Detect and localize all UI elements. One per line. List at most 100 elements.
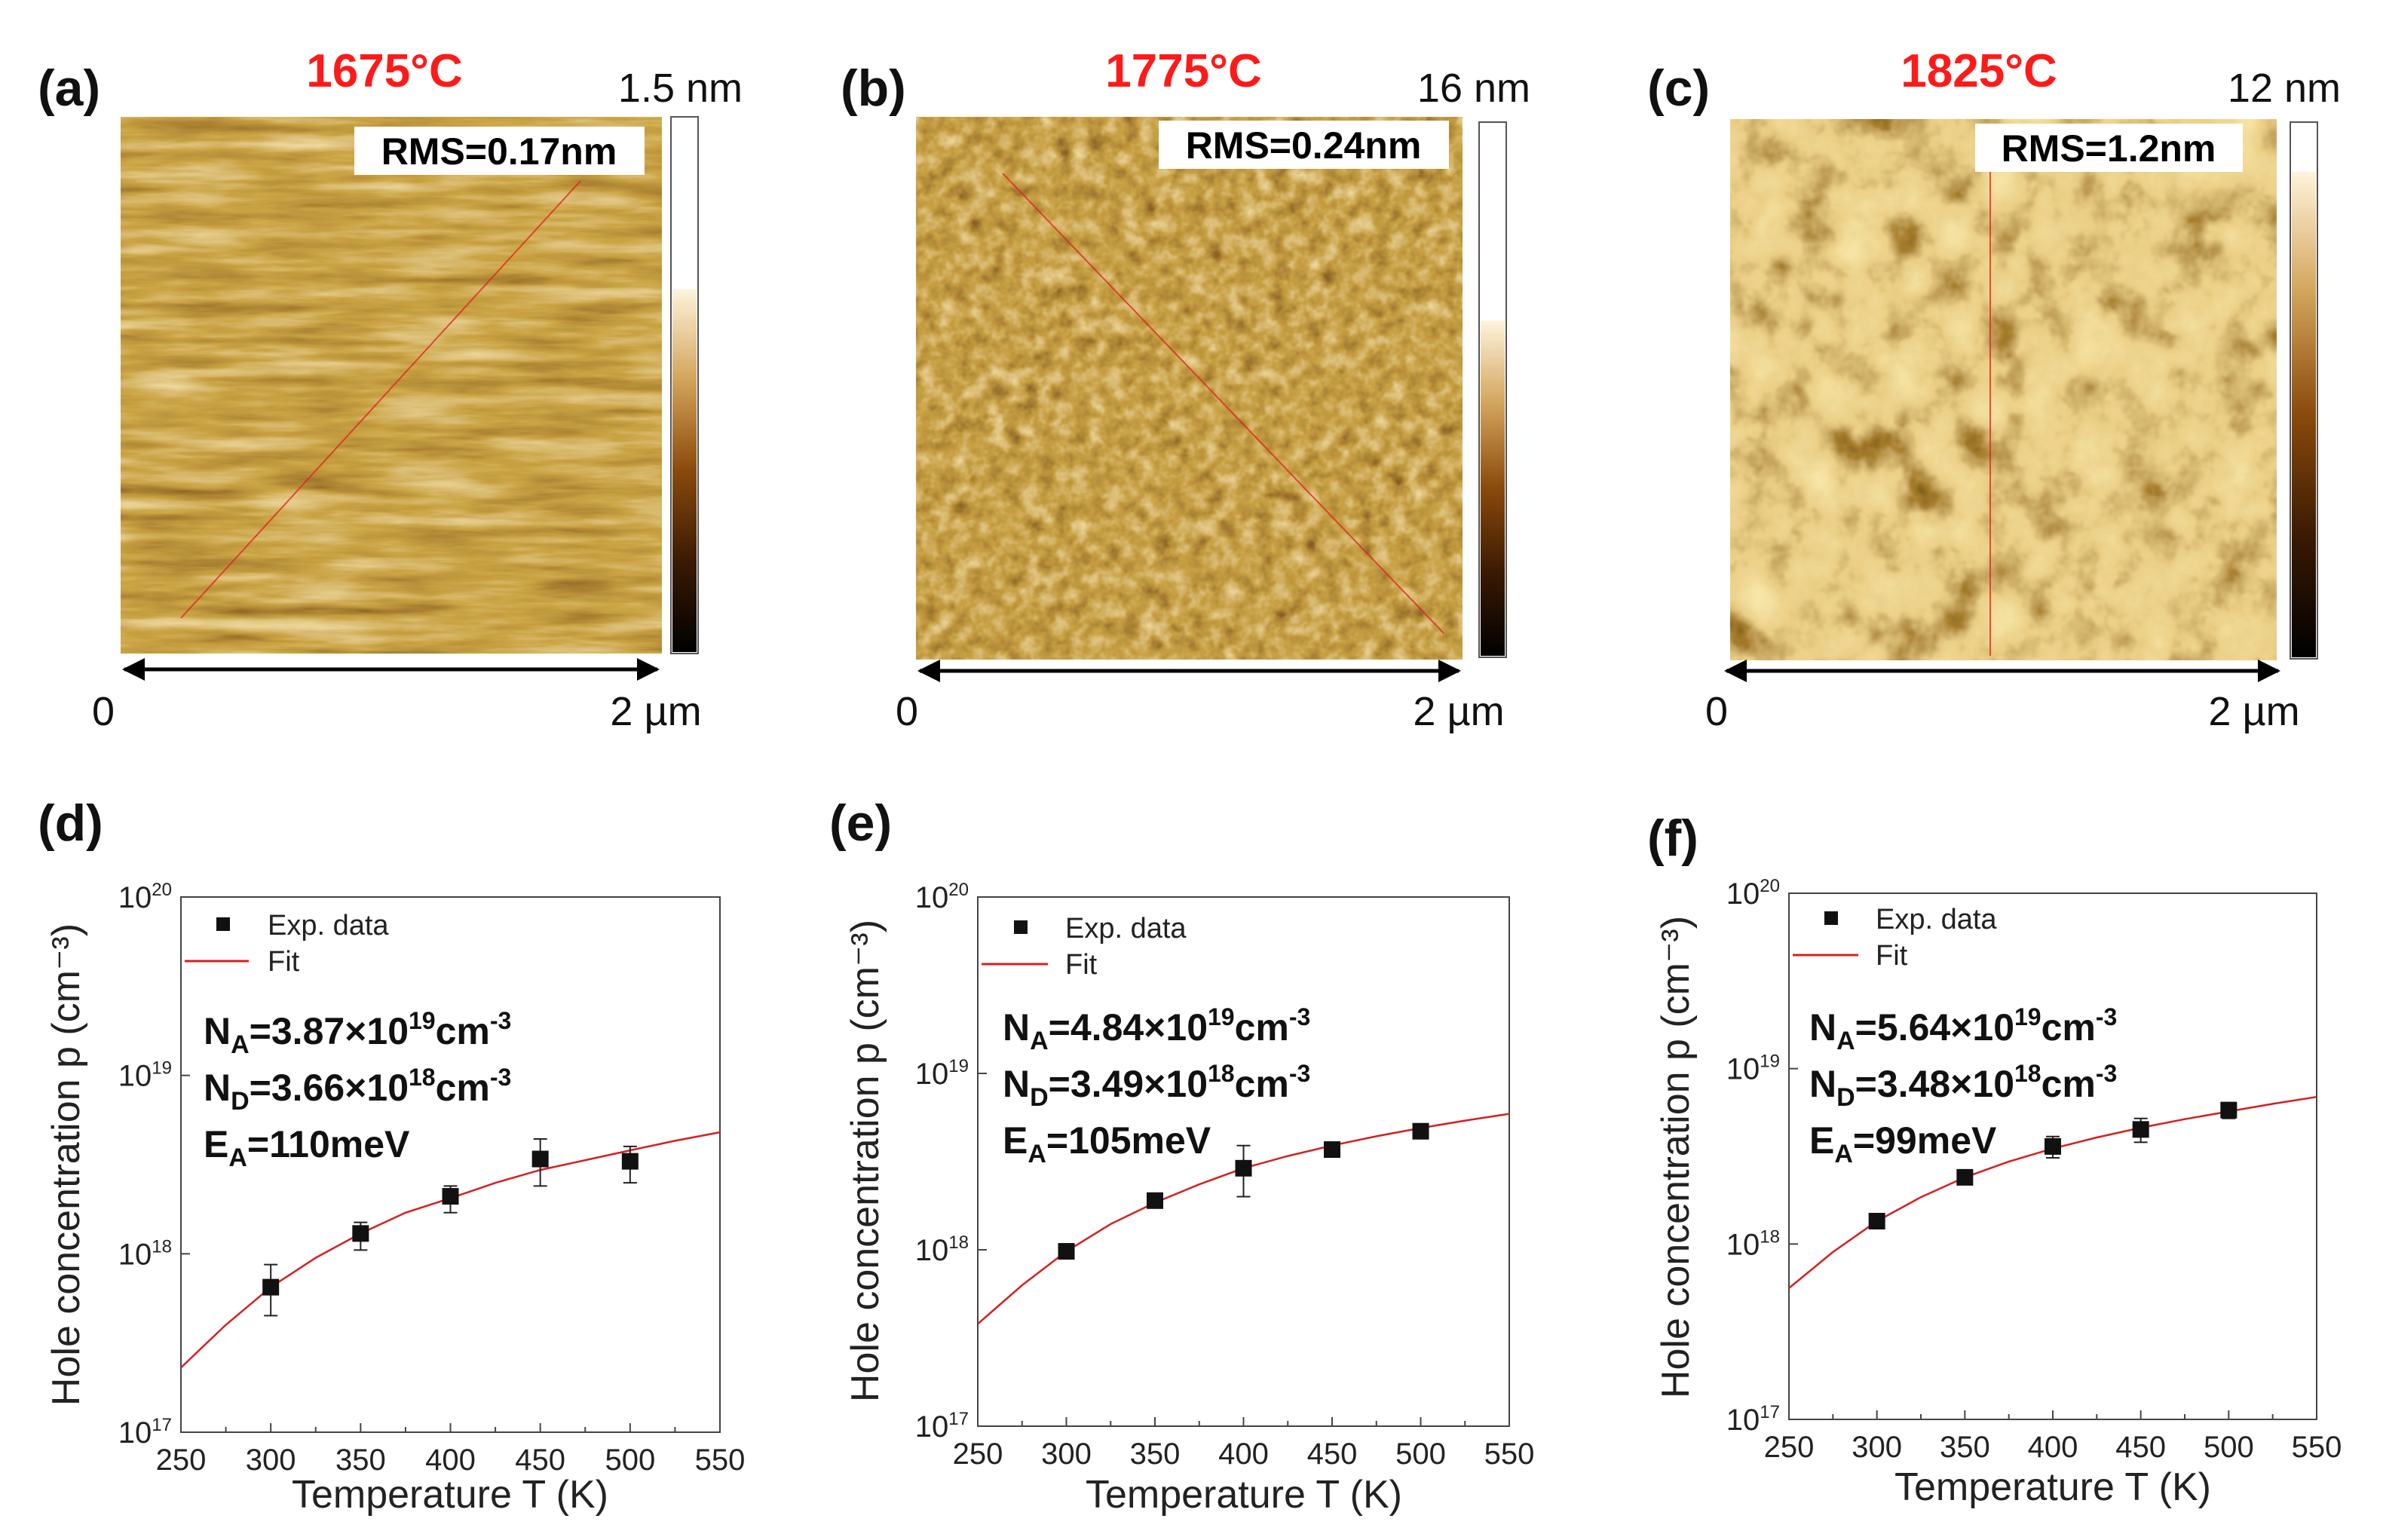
rms-value: RMS=0.24nm: [1186, 124, 1422, 167]
data-point: [2045, 1137, 2061, 1155]
legend: Exp. data Fit: [185, 910, 389, 978]
x-tick-label: 450: [2115, 1431, 2166, 1464]
data-point: [1058, 1243, 1075, 1260]
chart-e: (e) 250 300 350 400 450 500 550 10171018101910…: [829, 794, 1534, 1517]
y-tick-label: 1018: [1726, 1226, 1780, 1261]
axis-start-label: 0: [896, 689, 918, 734]
axis-start-label: 0: [1705, 689, 1728, 734]
y-tick-label: 1019: [1726, 1052, 1780, 1086]
data-point: [1235, 1159, 1252, 1177]
data-point: [531, 1150, 549, 1168]
data-points: [1058, 1122, 1429, 1260]
panel-letter: (c): [1647, 60, 1710, 117]
height-scale-max: 1.5 nm: [618, 66, 743, 111]
rms-label-box: [354, 127, 645, 175]
legend-label-fit: Fit: [1065, 949, 1098, 981]
x-tick-label: 350: [1130, 1437, 1181, 1471]
afm-panel-a: (a) 1675°C 1.5 nm RMS=0.17nm 0 2 µm: [38, 45, 743, 734]
fit-parameters: NA=3.87×1019cm-3 ND=3.66×1018cm-3 EA=110…: [204, 1007, 511, 1172]
x-tick-label: 450: [1307, 1437, 1358, 1471]
x-axis-ticks: 250 300 350 400 450 500 550: [156, 1423, 745, 1477]
legend-label-fit: Fit: [1876, 940, 1908, 972]
legend-label-data: Exp. data: [1876, 904, 1997, 935]
rms-label-box: [1975, 124, 2243, 172]
donor-concentration: ND=3.49×1018cm-3: [1003, 1060, 1310, 1112]
axis-start-label: 0: [92, 689, 115, 734]
rms-label: RMS=0.24nm: [1159, 121, 1449, 169]
y-tick-label: 1018: [915, 1232, 969, 1267]
panel-letter: (b): [841, 60, 906, 117]
x-tick-label: 500: [605, 1444, 655, 1477]
temperature-title: 1825°C: [1901, 45, 2057, 97]
y-tick-label: 1019: [915, 1056, 969, 1091]
line-profile-marker: [180, 180, 581, 619]
y-tick-label: 1019: [118, 1058, 172, 1093]
acceptor-concentration: NA=5.64×1019cm-3: [1809, 1003, 2117, 1055]
legend: Exp. data Fit: [982, 913, 1187, 981]
temperature-title: 1775°C: [1105, 45, 1262, 97]
legend-marker-data: [216, 917, 230, 931]
y-axis-label: Hole concentration p (cm⁻³): [1654, 916, 1698, 1398]
legend-label-fit: Fit: [268, 946, 300, 978]
y-tick-label: 1020: [1726, 876, 1780, 911]
panel-letter: (f): [1647, 810, 1698, 867]
chart-d: (d) 250 300 350 400 450 500 550 10171018101910…: [38, 794, 745, 1517]
activation-energy: EA=110meV: [204, 1123, 410, 1172]
colorbar-gradient: [2292, 171, 2316, 658]
acceptor-concentration: NA=4.84×1019cm-3: [1003, 1003, 1310, 1055]
x-tick-label: 400: [1218, 1437, 1269, 1471]
x-tick-label: 550: [1484, 1437, 1535, 1471]
legend-label-data: Exp. data: [1065, 913, 1187, 945]
x-axis-label: Temperature T (K): [1894, 1465, 2211, 1509]
activation-energy: EA=105meV: [1003, 1119, 1211, 1168]
colorbar-gradient: [1481, 320, 1505, 656]
y-tick-label: 1020: [118, 880, 172, 914]
data-points: [262, 1138, 639, 1317]
data-point: [2220, 1101, 2238, 1119]
x-axis-label: Temperature T (K): [292, 1473, 608, 1517]
legend: Exp. data Fit: [1793, 904, 1997, 972]
legend-marker-data: [1824, 911, 1838, 925]
x-tick-label: 300: [1852, 1431, 1902, 1464]
x-tick-label: 500: [1395, 1437, 1446, 1471]
x-tick-label: 400: [2028, 1431, 2078, 1464]
afm-image: [121, 117, 662, 654]
x-tick-label: 350: [335, 1444, 386, 1477]
rms-label: RMS=0.17nm: [354, 127, 645, 175]
data-point: [352, 1225, 369, 1242]
data-points: [1868, 1101, 2238, 1230]
axis-end-label: 2 µm: [1413, 689, 1504, 734]
y-tick-label: 1018: [118, 1236, 172, 1271]
panel-letter: (d): [38, 794, 103, 852]
donor-concentration: ND=3.48×1018cm-3: [1809, 1060, 2117, 1112]
data-point: [1324, 1141, 1340, 1159]
x-axis-ticks: 250 300 350 400 450 500 550: [953, 1417, 1535, 1471]
x-tick-label: 300: [1041, 1437, 1092, 1471]
donor-concentration: ND=3.66×1018cm-3: [204, 1064, 511, 1116]
height-scale-max: 16 nm: [1417, 66, 1530, 111]
data-point: [1412, 1122, 1429, 1140]
legend-marker-data: [1014, 920, 1028, 934]
x-tick-label: 350: [1940, 1431, 1990, 1464]
height-scale-max: 12 nm: [2228, 66, 2341, 111]
fit-parameters: NA=5.64×1019cm-3 ND=3.48×1018cm-3 EA=99m…: [1809, 1003, 2117, 1168]
colorbar: [670, 116, 699, 654]
fit-curve: [180, 1131, 721, 1369]
temperature-title: 1675°C: [306, 45, 463, 97]
afm-panel-b: (b) 1775°C 16 nm RMS=0.24nm 0 2 µm: [841, 45, 1530, 734]
data-point: [262, 1278, 280, 1296]
axis-end-label: 2 µm: [2208, 689, 2299, 734]
x-tick-label: 250: [1764, 1431, 1815, 1464]
data-point: [1868, 1213, 1885, 1230]
rms-label: RMS=1.2nm: [1975, 124, 2243, 172]
y-axis-label: Hole concentration p (cm⁻³): [844, 920, 887, 1402]
x-tick-label: 500: [2204, 1431, 2254, 1464]
data-point: [1956, 1168, 1974, 1186]
x-tick-label: 250: [953, 1437, 1003, 1471]
panel-letter: (e): [829, 794, 892, 852]
x-axis-label: Temperature T (K): [1086, 1473, 1402, 1517]
rms-label-box: [1159, 121, 1449, 169]
data-point: [442, 1188, 459, 1205]
